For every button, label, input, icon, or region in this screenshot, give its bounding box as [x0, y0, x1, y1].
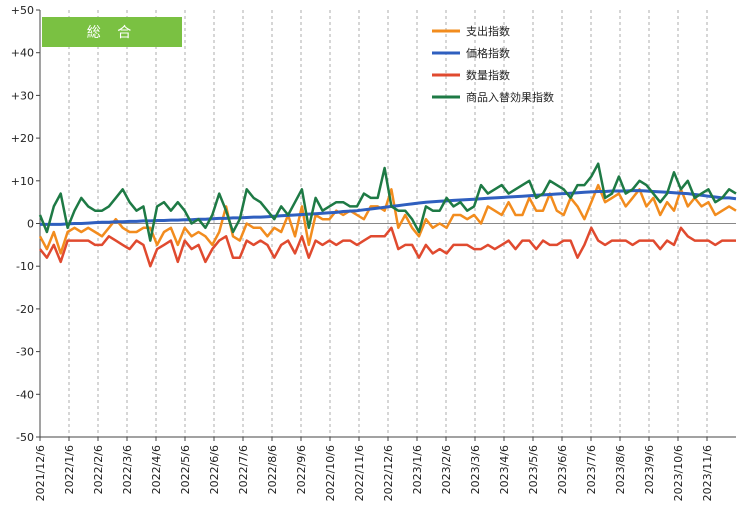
x-tick-label: 2022/2/6 — [92, 445, 105, 494]
y-tick-label: 0 — [27, 218, 34, 231]
x-tick-label: 2022/7/6 — [237, 445, 250, 494]
legend-label: 商品入替効果指数 — [466, 90, 554, 104]
x-tick-label: 2022/1/6 — [63, 445, 76, 494]
series-line-2 — [40, 189, 737, 226]
series-line-3 — [39, 226, 736, 268]
x-tick-label: 2023/11/6 — [701, 445, 714, 501]
y-tick-label: -40 — [16, 388, 34, 401]
x-tick-label: 2022/11/6 — [353, 445, 366, 501]
x-tick-label: 2022/6/6 — [208, 445, 221, 494]
y-tick-labels: +50 +40 +30 +20 +10 0 -10 -20 -30 -40 -50 — [11, 4, 34, 444]
x-tick-labels: 2021/12/6 2022/1/6 2022/2/6 2022/3/6 2022/4/… — [34, 445, 714, 501]
x-tick-label: 2022/9/6 — [295, 445, 308, 494]
series-line-4 — [38, 162, 737, 242]
x-tick-label: 2022/12/6 — [382, 445, 395, 501]
x-tick-label: 2023/5/6 — [527, 445, 540, 494]
y-tick-label: -30 — [16, 346, 34, 359]
legend-label: 価格指数 — [466, 46, 510, 60]
y-tick-label: +40 — [11, 47, 34, 60]
x-tick-label: 2022/3/6 — [121, 445, 134, 494]
y-tick-label: -50 — [16, 431, 34, 444]
x-tick-label: 2023/8/6 — [614, 445, 627, 494]
y-tick-label: +10 — [11, 175, 34, 188]
title-background — [42, 17, 182, 47]
x-tick-label: 2021/12/6 — [34, 445, 47, 501]
x-tick-label: 2022/4/6 — [150, 445, 163, 494]
x-tick-label: 2023/9/6 — [643, 445, 656, 494]
series-line-1 — [38, 183, 737, 255]
legend-label: 支出指数 — [466, 24, 510, 38]
x-tick-label: 2022/5/6 — [179, 445, 192, 494]
y-tick-label: -20 — [16, 303, 34, 316]
x-tick-label: 2023/4/6 — [498, 445, 511, 494]
x-tick-label: 2023/6/6 — [556, 445, 569, 494]
chart-title-box: 総 合 — [42, 17, 182, 47]
x-tick-label: 2023/10/6 — [672, 445, 685, 501]
x-tick-label: 2022/10/6 — [324, 445, 337, 501]
series-lines — [38, 162, 737, 268]
axes — [36, 9, 736, 441]
x-tick-label: 2023/2/6 — [440, 445, 453, 494]
chart-title: 総 合 — [87, 25, 137, 41]
y-tick-label: -10 — [16, 260, 34, 273]
grid-lines — [39, 10, 708, 437]
legend-label: 数量指数 — [466, 68, 510, 82]
x-tick-label: 2023/7/6 — [585, 445, 598, 494]
x-tick-label: 2023/1/6 — [411, 445, 424, 494]
x-tick-label: 2023/3/6 — [469, 445, 482, 494]
x-tick-label: 2022/8/6 — [266, 445, 279, 494]
y-tick-label: +50 — [11, 4, 34, 17]
y-tick-label: +20 — [11, 132, 34, 145]
y-tick-label: +30 — [11, 89, 34, 102]
